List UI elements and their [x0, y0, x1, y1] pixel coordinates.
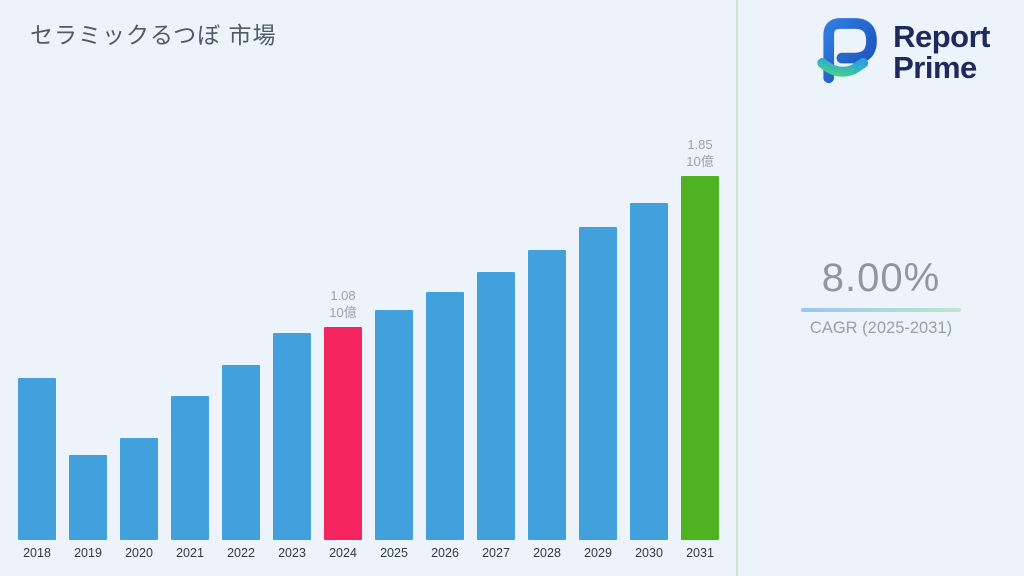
bar-column-2021: 2021: [171, 396, 209, 562]
report-prime-logo-icon: [809, 12, 883, 91]
bar-value-label-2024: 1.08 10億: [329, 288, 357, 321]
bar-2025: [375, 310, 413, 540]
x-axis-label-2023: 2023: [278, 546, 306, 560]
x-axis-label-2021: 2021: [176, 546, 204, 560]
bar-column-2026: 2026: [426, 292, 464, 562]
x-axis-label-2018: 2018: [23, 546, 51, 560]
bar-2026: [426, 292, 464, 540]
x-axis-label-2026: 2026: [431, 546, 459, 560]
bar-column-2025: 2025: [375, 310, 413, 562]
brand-name-line1: Report: [893, 18, 990, 54]
bar-column-2028: 2028: [528, 250, 566, 562]
bar-2023: [273, 333, 311, 540]
bar-value-label-2031: 1.85 10億: [686, 137, 714, 170]
bar-2022: [222, 365, 260, 540]
x-axis-label-2025: 2025: [380, 546, 408, 560]
bar-column-2027: 2027: [477, 272, 515, 562]
x-axis-label-2024: 2024: [329, 546, 357, 560]
cagr-underline: [801, 308, 961, 312]
bar-column-2018: 2018: [18, 378, 56, 562]
brand-logo: Report Prime: [809, 12, 990, 91]
bar-column-2022: 2022: [222, 365, 260, 562]
bar-chart: 2018 2019 2020 2021 2022 2023 1.08 10億 2024 2025…: [18, 137, 719, 562]
bar-column-2023: 2023: [273, 333, 311, 562]
x-axis-label-2031: 2031: [686, 546, 714, 560]
vertical-divider: [736, 0, 738, 576]
right-panel: Report Prime 8.00% CAGR (2025-2031): [738, 0, 1024, 576]
x-axis-label-2022: 2022: [227, 546, 255, 560]
brand-name: Report Prime: [893, 21, 990, 83]
x-axis-label-2029: 2029: [584, 546, 612, 560]
bar-column-2029: 2029: [579, 227, 617, 562]
cagr-value: 8.00%: [821, 256, 941, 300]
page-title: セラミックるつぼ 市場: [30, 22, 277, 48]
x-axis-label-2020: 2020: [125, 546, 153, 560]
cagr-stat: 8.00% CAGR (2025-2031): [738, 256, 1024, 338]
bar-column-2030: 2030: [630, 203, 668, 562]
x-axis-label-2019: 2019: [74, 546, 102, 560]
bar-2024: [324, 327, 362, 540]
bar-2031: [681, 176, 719, 540]
cagr-label: CAGR (2025-2031): [809, 319, 953, 337]
x-axis-label-2027: 2027: [482, 546, 510, 560]
bar-2018: [18, 378, 56, 540]
bar-2021: [171, 396, 209, 540]
bar-column-2019: 2019: [69, 455, 107, 562]
bar-2020: [120, 438, 158, 540]
bar-2030: [630, 203, 668, 540]
bar-2028: [528, 250, 566, 540]
brand-name-line2: Prime: [893, 49, 977, 85]
bar-2019: [69, 455, 107, 540]
x-axis-label-2028: 2028: [533, 546, 561, 560]
x-axis-label-2030: 2030: [635, 546, 663, 560]
bar-2027: [477, 272, 515, 540]
bar-column-2031: 1.85 10億 2031: [681, 137, 719, 562]
bar-column-2020: 2020: [120, 438, 158, 562]
bar-2029: [579, 227, 617, 540]
bar-column-2024: 1.08 10億 2024: [324, 288, 362, 562]
